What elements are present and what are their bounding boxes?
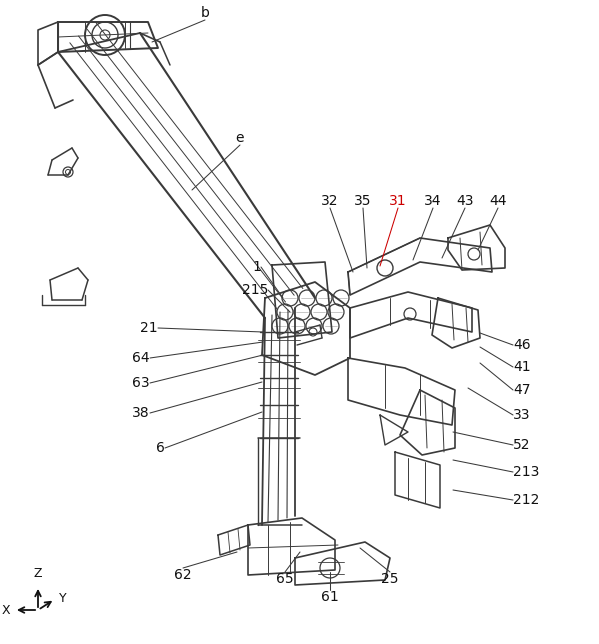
Text: 46: 46 <box>513 338 531 352</box>
Text: 44: 44 <box>489 194 507 208</box>
Text: Z: Z <box>34 567 43 580</box>
Text: 33: 33 <box>513 408 531 422</box>
Text: e: e <box>236 131 244 145</box>
Text: 21: 21 <box>140 321 158 335</box>
Text: 43: 43 <box>456 194 474 208</box>
Text: 1: 1 <box>252 260 261 274</box>
Text: 65: 65 <box>276 572 294 586</box>
Text: 62: 62 <box>174 568 192 582</box>
Text: 47: 47 <box>513 383 531 397</box>
Text: 38: 38 <box>132 406 150 420</box>
Text: Y: Y <box>59 592 66 605</box>
Text: 52: 52 <box>513 438 531 452</box>
Text: 31: 31 <box>389 194 407 208</box>
Text: 215: 215 <box>241 283 268 297</box>
Text: 41: 41 <box>513 360 531 374</box>
Text: X: X <box>1 603 10 616</box>
Text: 212: 212 <box>513 493 539 507</box>
Text: b: b <box>201 6 210 20</box>
Text: 213: 213 <box>513 465 539 479</box>
Text: 61: 61 <box>321 590 339 604</box>
Text: 6: 6 <box>156 441 165 455</box>
Text: 34: 34 <box>424 194 441 208</box>
Text: 35: 35 <box>354 194 372 208</box>
Text: 64: 64 <box>132 351 150 365</box>
Text: 32: 32 <box>321 194 339 208</box>
Text: 25: 25 <box>381 572 399 586</box>
Text: 63: 63 <box>132 376 150 390</box>
